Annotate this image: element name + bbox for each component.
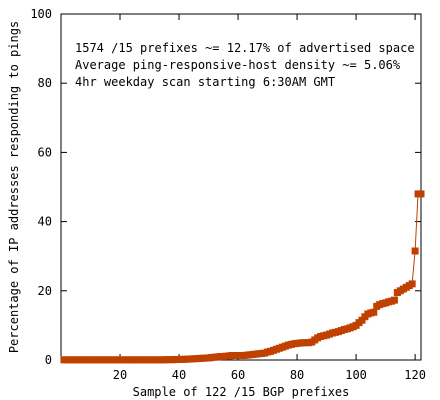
y-axis: 0 20 40 60 80 100 — [30, 7, 421, 367]
x-tick-label: 40 — [172, 368, 186, 382]
data-point — [370, 308, 378, 316]
plot-frame — [60, 13, 422, 361]
data-point — [411, 247, 419, 255]
x-axis-label: Sample of 122 /15 BGP prefixes — [133, 385, 350, 399]
y-tick-label: 40 — [38, 215, 52, 229]
data-point — [408, 280, 416, 288]
y-tick-label: 80 — [38, 76, 52, 90]
x-tick-label: 100 — [345, 368, 367, 382]
y-tick-label: 20 — [38, 284, 52, 298]
data-point — [390, 296, 398, 304]
x-tick-label: 60 — [231, 368, 245, 382]
x-tick-label: 80 — [290, 368, 304, 382]
y-tick-label: 100 — [30, 7, 52, 21]
annotation-scan-time: 4hr weekday scan starting 6:30AM GMT — [75, 75, 336, 89]
series-markers — [60, 190, 425, 364]
y-tick-label: 60 — [38, 145, 52, 159]
data-point — [417, 190, 425, 198]
plot-area — [60, 13, 422, 361]
y-tick-label: 0 — [45, 353, 52, 367]
x-axis: 20 40 60 80 100 120 — [113, 14, 426, 382]
series-line — [63, 193, 421, 361]
y-axis-label: Percentage of IP addresses responding to… — [7, 21, 21, 353]
annotation-density: Average ping-responsive-host density ~= … — [75, 58, 401, 72]
x-tick-label: 120 — [404, 368, 426, 382]
annotation-prefixes: 1574 /15 prefixes ~= 12.17% of advertise… — [75, 41, 415, 55]
x-tick-label: 20 — [113, 368, 127, 382]
